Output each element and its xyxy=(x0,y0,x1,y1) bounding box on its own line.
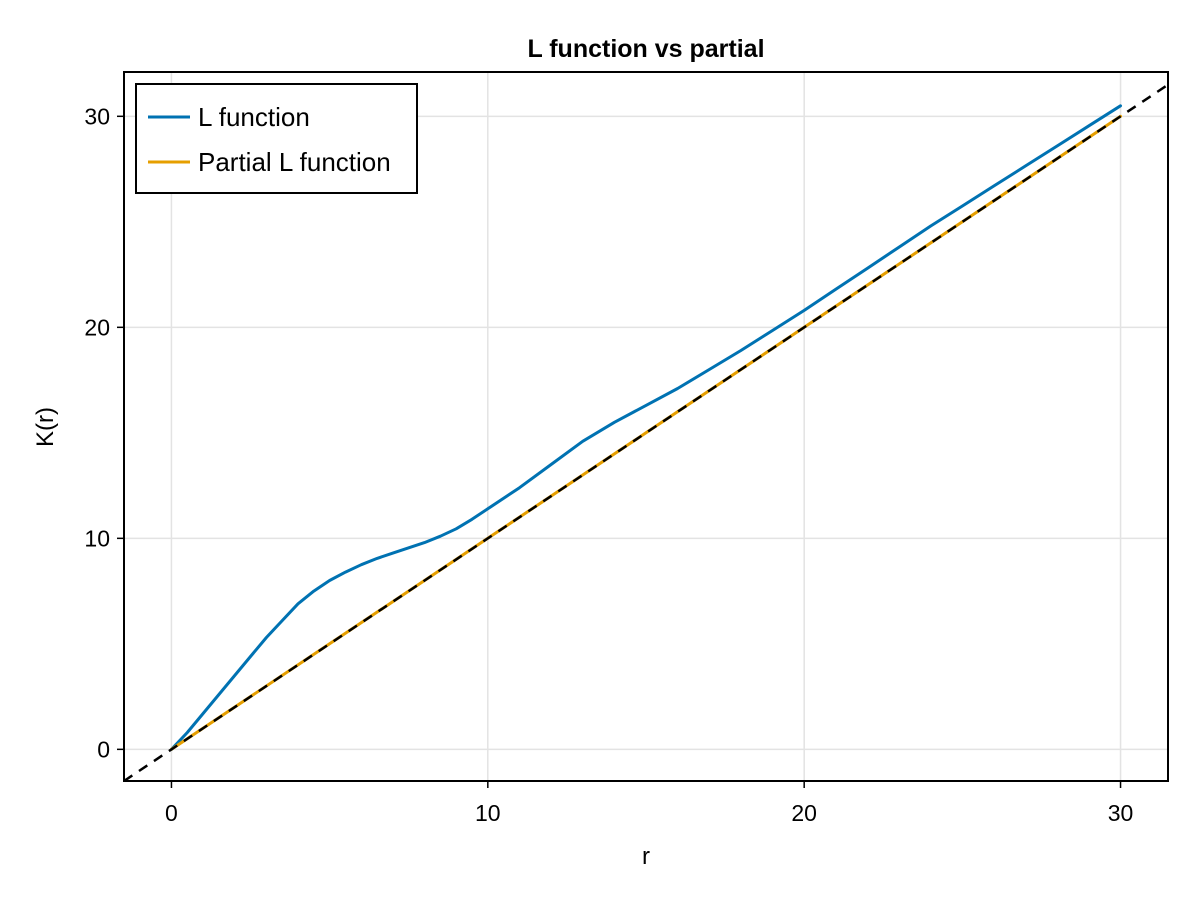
legend-label-partial-l-function: Partial L function xyxy=(198,147,391,177)
series-layer xyxy=(124,83,1168,781)
x-tick-label: 0 xyxy=(165,800,178,826)
x-tick-label: 30 xyxy=(1108,800,1134,826)
legend-label-l-function: L function xyxy=(198,102,310,132)
y-tick-label: 10 xyxy=(84,525,110,551)
y-tick-label: 30 xyxy=(84,103,110,129)
y-tick-label: 0 xyxy=(97,736,110,762)
partial-l-function-line xyxy=(170,114,1122,751)
x-axis-label: r xyxy=(642,843,650,870)
grid-layer xyxy=(124,72,1168,781)
chart-title: L function vs partial xyxy=(527,35,764,63)
y-tick-label: 20 xyxy=(84,314,110,340)
x-tick-label: 20 xyxy=(791,800,817,826)
reference-line xyxy=(124,83,1168,781)
x-tick-label: 10 xyxy=(475,800,501,826)
legend: L function Partial L function xyxy=(135,83,418,194)
ticks-layer: 0 10 20 30 0 10 20 30 xyxy=(84,103,1133,826)
plot-frame xyxy=(123,71,1169,782)
l-function-line xyxy=(170,104,1122,751)
y-axis-label: K(r) xyxy=(32,407,59,447)
legend-box xyxy=(135,83,418,194)
